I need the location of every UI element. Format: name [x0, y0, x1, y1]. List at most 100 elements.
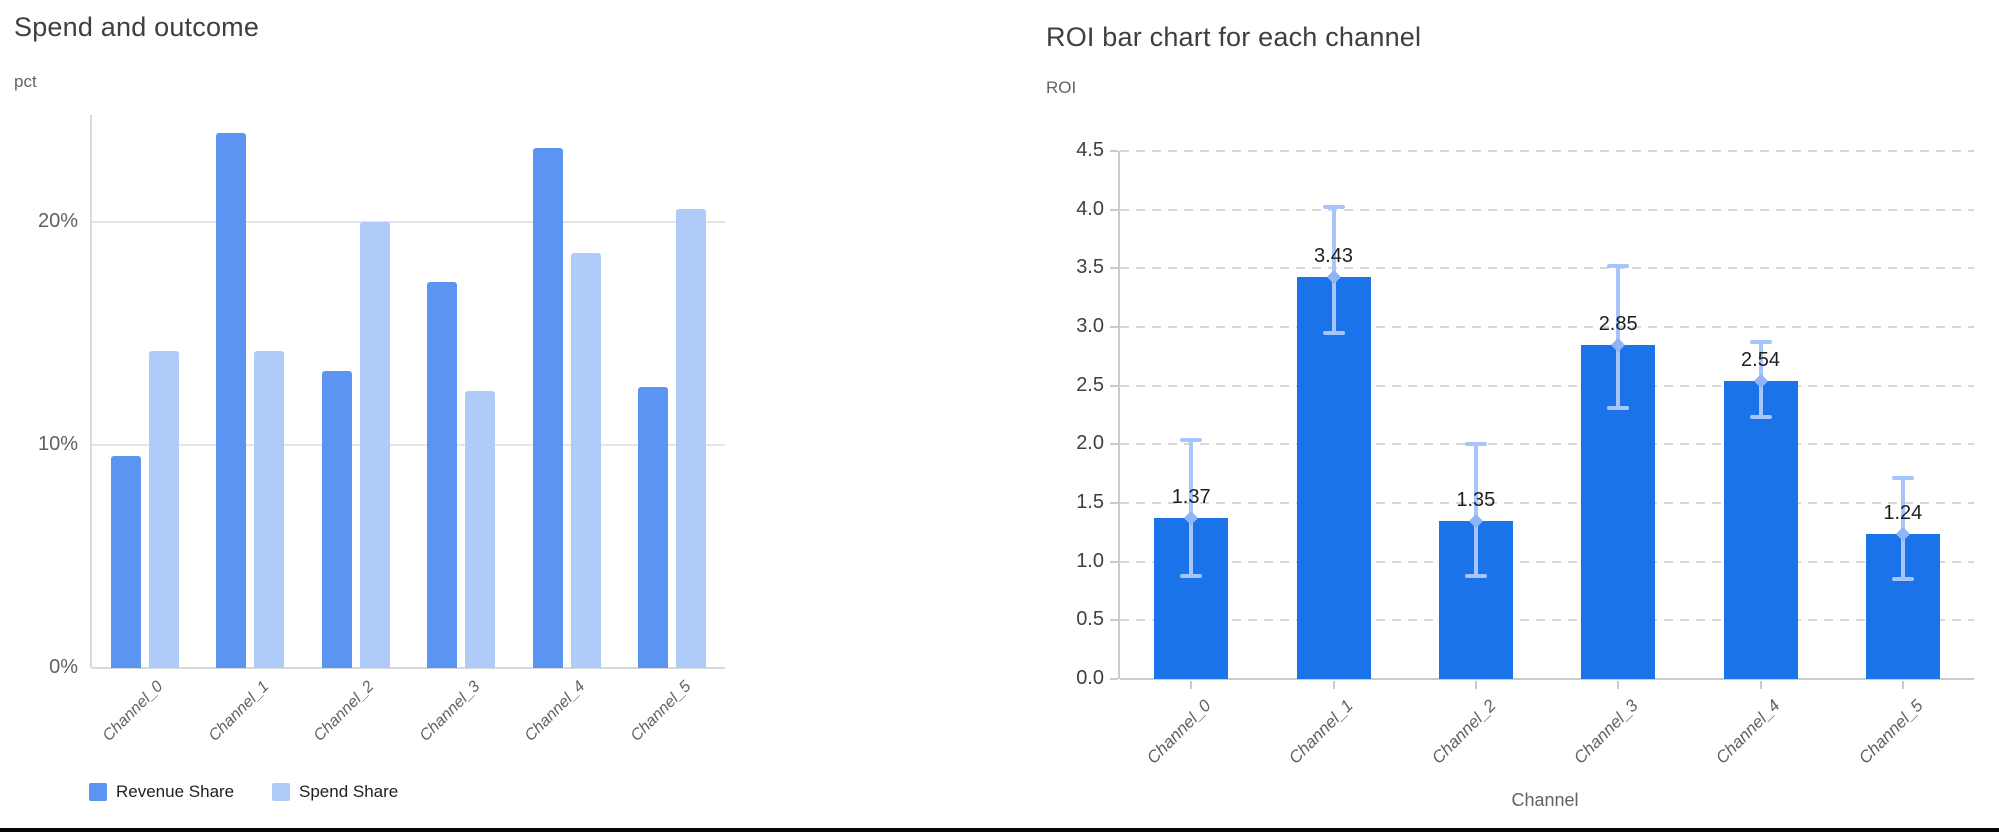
error-bar-cap-bottom — [1607, 405, 1630, 410]
y-tick-mark — [1110, 678, 1118, 680]
right-y-axis-unit: ROI — [1046, 78, 1077, 97]
y-tick-mark — [1110, 267, 1118, 270]
x-tick-mark — [1901, 681, 1904, 689]
y-tick-label: 2.5 — [1076, 373, 1104, 396]
y-tick-mark — [1110, 384, 1118, 387]
legend-item[interactable]: Spend Share — [272, 782, 398, 802]
gridline — [1120, 267, 1974, 270]
error-bar-cap-bottom — [1464, 573, 1487, 578]
x-category-label: Channel_3 — [1570, 696, 1642, 768]
roi-bar — [1723, 380, 1798, 679]
revenue-share-bar — [110, 456, 141, 668]
gridline — [1120, 384, 1974, 387]
bar-value-label: 2.85 — [1598, 312, 1638, 335]
legend-swatch — [272, 783, 290, 801]
right-chart-title: ROI bar chart for each channel — [1046, 22, 1422, 52]
y-tick-label: 4.0 — [1076, 197, 1104, 220]
y-tick-label: 1.0 — [1076, 549, 1104, 572]
error-bar-line — [1473, 444, 1478, 576]
gridline — [1120, 619, 1974, 622]
gridline — [1120, 150, 1974, 152]
y-tick-label: 10% — [37, 433, 78, 455]
y-tick-mark — [1110, 443, 1118, 446]
y-tick-label: 20% — [37, 210, 78, 232]
x-tick-mark — [1332, 681, 1335, 689]
revenue-share-bar — [321, 371, 352, 668]
revenue-share-bar — [216, 132, 247, 668]
error-bar-cap-bottom — [1749, 415, 1772, 420]
revenue-share-bar — [532, 148, 563, 668]
x-category-label: Channel_5 — [627, 678, 695, 745]
legend-item[interactable]: Revenue Share — [89, 782, 234, 802]
error-bar-cap-top — [1749, 340, 1772, 345]
x-category-label: Channel_2 — [1427, 696, 1500, 768]
x-category-label: Channel_0 — [100, 678, 167, 745]
left-y-axis-unit: pct — [14, 72, 37, 91]
revenue-share-bar — [427, 282, 458, 668]
x-tick-mark — [1759, 681, 1762, 689]
error-bar-cap-top — [1464, 442, 1487, 447]
x-category-label: Channel_3 — [416, 678, 484, 745]
left-plot-area — [90, 115, 725, 669]
error-bar-cap-top — [1322, 205, 1345, 210]
spend-share-bar — [359, 222, 390, 668]
x-tick-mark — [1190, 681, 1193, 689]
y-tick-mark — [1110, 619, 1118, 622]
spend-share-bar — [148, 351, 179, 668]
left-chart-title: Spend and outcome — [14, 12, 260, 42]
y-tick-mark — [1110, 502, 1118, 504]
y-tick-label: 1.5 — [1076, 491, 1104, 513]
gridline — [92, 444, 725, 446]
right-plot-area: 1.37 3.43 1.35 2.85 2.54 1.24 — [1110, 150, 1974, 689]
legend-label: Spend Share — [299, 782, 399, 801]
gridline — [1120, 560, 1974, 563]
spend-share-bar — [570, 253, 601, 668]
y-tick-mark — [1110, 150, 1118, 152]
gridline — [1120, 502, 1974, 504]
y-tick-mark — [1110, 208, 1118, 211]
error-bar-line — [1616, 266, 1621, 408]
x-axis-baseline — [92, 667, 725, 669]
y-tick-label: 4.5 — [1076, 139, 1104, 161]
error-bar-cap-top — [1891, 476, 1914, 481]
x-category-label: Channel_4 — [522, 678, 589, 745]
y-tick-label: 0.0 — [1076, 667, 1104, 689]
x-category-label: Channel_2 — [311, 678, 378, 745]
bar-value-label: 1.24 — [1883, 501, 1923, 524]
y-tick-mark — [1110, 326, 1118, 328]
revenue-share-bar — [638, 387, 669, 668]
x-category-label: Channel_1 — [205, 678, 273, 745]
spend-share-bar — [465, 391, 496, 668]
error-bar-line — [1189, 439, 1194, 576]
x-category-label: Channel_5 — [1854, 696, 1927, 768]
legend-swatch — [89, 783, 107, 801]
spend-share-bar — [254, 351, 285, 668]
x-category-label: Channel_4 — [1712, 696, 1784, 768]
bar-value-label: 2.54 — [1741, 348, 1780, 371]
bar-value-label: 1.37 — [1171, 486, 1211, 509]
error-bar-cap-bottom — [1322, 330, 1345, 335]
y-tick-label: 3.0 — [1076, 315, 1104, 337]
legend-label: Revenue Share — [116, 782, 235, 801]
y-tick-mark — [1110, 560, 1118, 563]
spend-share-bar — [676, 208, 707, 668]
y-tick-label: 0% — [49, 656, 78, 678]
bar-value-label: 1.35 — [1456, 488, 1496, 511]
gridline — [1120, 326, 1974, 328]
gridline — [1120, 443, 1974, 446]
error-bar-cap-bottom — [1891, 577, 1914, 582]
gridline — [92, 221, 725, 223]
y-tick-label: 2.0 — [1076, 432, 1104, 455]
x-tick-mark — [1617, 681, 1620, 689]
right-x-axis-title: Channel — [1511, 790, 1579, 810]
y-tick-label: 0.5 — [1076, 608, 1104, 631]
x-category-label: Channel_0 — [1143, 696, 1215, 768]
bottom-border-rule — [0, 828, 1999, 832]
error-bar-cap-top — [1607, 264, 1630, 268]
error-bar-cap-bottom — [1180, 573, 1203, 578]
x-category-label: Channel_1 — [1285, 696, 1357, 768]
x-tick-mark — [1474, 681, 1477, 689]
x-axis-baseline — [1120, 678, 1974, 680]
gridline — [1120, 208, 1974, 211]
